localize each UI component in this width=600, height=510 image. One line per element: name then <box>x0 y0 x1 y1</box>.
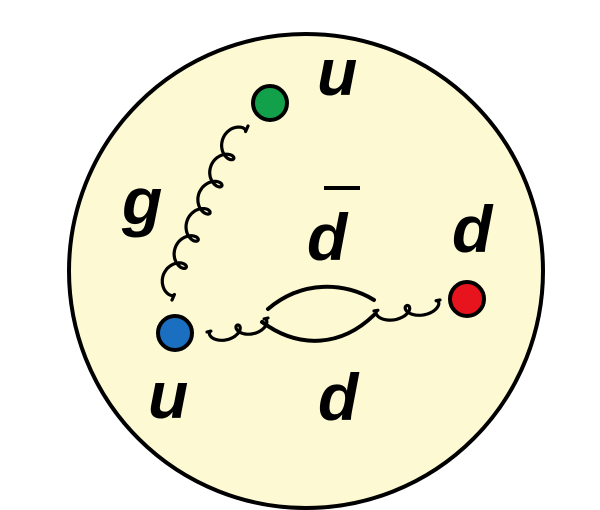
quark-pair-line-upper <box>266 284 376 311</box>
label-d-bar: d <box>307 200 349 274</box>
quark-pair-line-lower <box>260 313 376 343</box>
label-gluon: g <box>121 164 162 238</box>
down-quark-red-dot <box>448 280 486 318</box>
up-quark-blue-dot <box>156 314 194 352</box>
label-u-top: u <box>317 35 357 109</box>
proton-boundary-circle <box>67 32 545 510</box>
up-quark-green-dot <box>251 84 289 122</box>
label-d-right: d <box>452 192 494 266</box>
gluon-line-left <box>205 316 270 342</box>
gluon-line-vertical <box>160 124 250 302</box>
label-d-bottom: d <box>318 360 360 434</box>
label-u-bottom: u <box>148 358 188 432</box>
gluon-line-right <box>372 298 442 322</box>
